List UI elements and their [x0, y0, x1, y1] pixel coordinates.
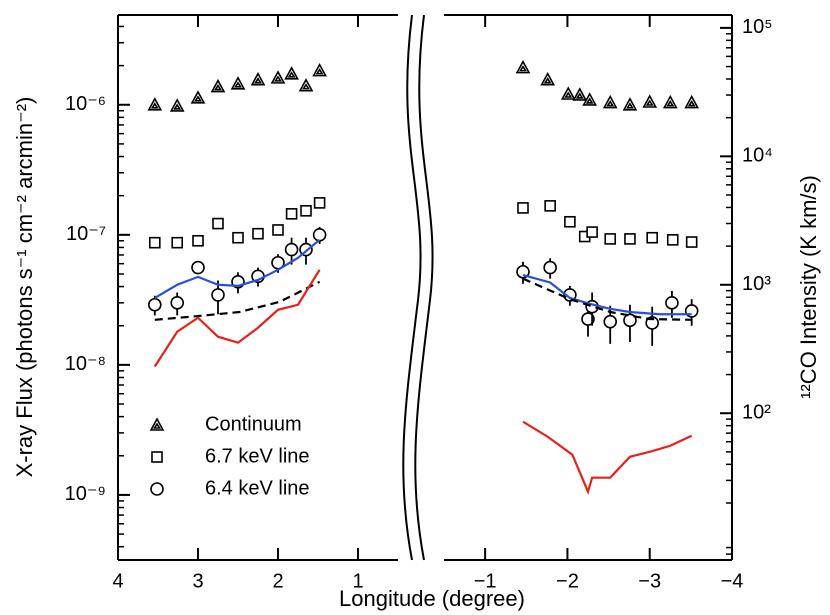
y2-tick-label: 10⁴: [742, 145, 773, 167]
line: [522, 420, 693, 495]
x-tick-label: 4: [112, 570, 123, 592]
marker: [515, 59, 531, 74]
marker: [662, 94, 678, 109]
marker: [190, 90, 206, 104]
y-tick-label: 10⁻⁶: [65, 93, 106, 115]
marker: [212, 217, 224, 230]
marker: [684, 94, 700, 109]
y2-tick-label: 10²: [742, 402, 771, 424]
legend-marker: [150, 482, 164, 496]
legend-label: 6.4 keV line: [205, 477, 310, 499]
marker: [604, 233, 617, 245]
marker: [312, 228, 327, 242]
marker: [250, 71, 266, 86]
legend-label: 6.7 keV line: [205, 445, 310, 467]
marker: [284, 242, 299, 257]
y-tick-label: 10⁻⁸: [65, 353, 106, 375]
marker: [623, 313, 637, 328]
line: [154, 238, 321, 299]
marker: [603, 314, 618, 329]
line: [153, 269, 321, 368]
legend-marker: [149, 417, 165, 431]
x-axis-label: Longitude (degree): [339, 586, 525, 611]
marker: [285, 208, 298, 220]
marker: [642, 94, 658, 108]
marker: [582, 92, 597, 106]
marker: [646, 231, 658, 244]
marker: [211, 288, 225, 302]
x-tick-label: −1: [474, 570, 497, 592]
y-axis-label: X-ray Flux (photons s⁻¹ cm⁻² arcmin⁻²): [12, 97, 37, 478]
marker: [581, 312, 595, 326]
marker: [252, 227, 264, 240]
marker: [586, 226, 598, 238]
marker: [272, 224, 284, 236]
marker: [517, 202, 529, 214]
marker: [169, 98, 185, 112]
marker: [544, 200, 556, 212]
marker: [560, 86, 576, 100]
marker: [171, 236, 183, 249]
marker: [170, 296, 184, 310]
axis-break: [414, 14, 434, 561]
y-tick-label: 10⁻⁷: [66, 223, 106, 245]
y2-tick-label: 10³: [742, 273, 771, 295]
line: [522, 274, 692, 316]
x-tick-label: −3: [638, 570, 661, 592]
marker: [665, 296, 679, 310]
x-tick-label: 2: [272, 570, 283, 592]
marker: [516, 264, 530, 279]
line: [154, 280, 321, 321]
marker: [564, 215, 576, 228]
marker: [270, 70, 286, 84]
marker: [602, 94, 618, 109]
axis-break: [402, 14, 422, 561]
marker: [543, 260, 557, 275]
marker: [210, 78, 226, 93]
marker: [300, 204, 312, 217]
marker: [147, 97, 163, 111]
marker: [232, 231, 244, 244]
marker: [148, 297, 162, 312]
marker: [540, 71, 556, 86]
x-tick-label: 3: [192, 570, 203, 592]
marker: [666, 234, 679, 246]
marker: [572, 87, 588, 101]
marker: [624, 233, 636, 245]
marker: [298, 78, 314, 92]
marker: [149, 236, 161, 249]
marker: [192, 234, 204, 247]
legend-marker: [151, 451, 163, 463]
y2-axis-label: ¹²CO Intensity (K km/s): [796, 175, 821, 399]
legend-label: Continuum: [205, 413, 302, 435]
marker: [685, 236, 698, 248]
y2-tick-label: 10⁵: [742, 16, 773, 38]
x-tick-label: −2: [556, 570, 579, 592]
x-tick-label: 1: [352, 570, 363, 592]
line: [522, 277, 692, 321]
marker: [313, 197, 326, 209]
marker: [191, 260, 205, 275]
marker: [230, 76, 246, 90]
marker: [284, 66, 299, 80]
marker: [312, 62, 327, 77]
marker: [622, 97, 638, 111]
x-tick-label: −4: [721, 570, 744, 592]
y-tick-label: 10⁻⁹: [65, 483, 106, 505]
